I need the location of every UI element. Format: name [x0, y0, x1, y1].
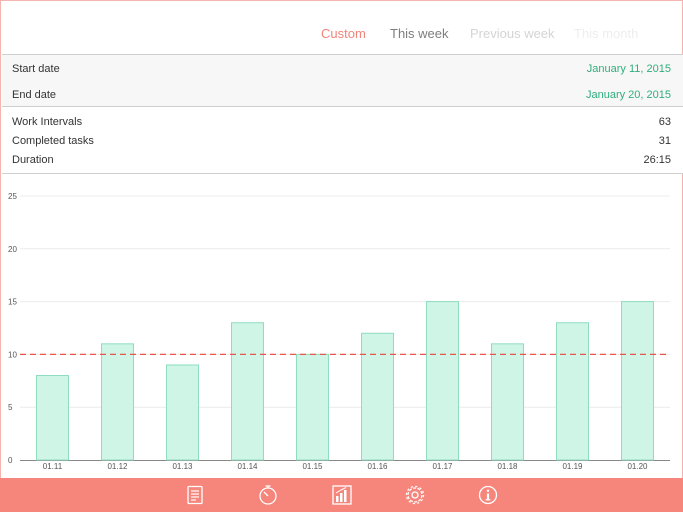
x-tick-label: 01.17: [432, 462, 453, 471]
x-tick-label: 01.11: [43, 462, 63, 471]
bar: [426, 301, 459, 461]
tab-this-week[interactable]: This week: [390, 26, 449, 41]
work-intervals-label: Work Intervals: [12, 116, 83, 128]
y-tick-label: 5: [8, 403, 13, 412]
bar: [296, 353, 329, 461]
timer-icon[interactable]: [257, 484, 279, 506]
info-icon[interactable]: [477, 484, 499, 506]
x-tick-label: 01.20: [627, 462, 648, 471]
list-icon[interactable]: [184, 484, 206, 506]
bar: [101, 343, 134, 461]
daily-intervals-chart: 0 5 10 15 20 25 01.11 01.12 01.13 01.14 01.15 01.16…: [2, 175, 683, 479]
duration-row: Duration 26:15: [12, 154, 671, 170]
period-tabs: Custom This week Previous week This mont…: [1, 1, 683, 55]
x-tick-label: 01.18: [497, 462, 518, 471]
bar-chart-svg: 0 5 10 15 20 25 01.11 01.12 01.13 01.14 01.15 01.16…: [8, 192, 670, 471]
completed-tasks-label: Completed tasks: [12, 135, 94, 147]
y-tick-label: 20: [8, 245, 17, 254]
completed-tasks-value: 31: [658, 135, 671, 147]
end-date-value[interactable]: January 20, 2015: [585, 89, 671, 101]
start-date-value[interactable]: January 11, 2015: [586, 63, 671, 75]
tab-custom[interactable]: Custom: [321, 26, 366, 41]
tab-previous-week[interactable]: Previous week: [470, 26, 555, 41]
x-tick-label: 01.13: [172, 462, 193, 471]
bar: [166, 364, 199, 461]
y-tick-label: 10: [8, 350, 17, 359]
x-tick-label: 01.15: [302, 462, 323, 471]
bar: [231, 322, 264, 461]
summary-stats: Work Intervals 63 Completed tasks 31 Dur…: [2, 107, 683, 174]
tab-this-month[interactable]: This month: [574, 26, 639, 41]
start-date-row[interactable]: Start date January 11, 2015: [12, 63, 671, 79]
start-date-label: Start date: [12, 63, 60, 75]
y-tick-label: 0: [8, 456, 13, 465]
bar: [361, 332, 394, 461]
bar: [491, 343, 524, 461]
duration-value: 26:15: [643, 154, 671, 166]
bar: [621, 301, 654, 461]
completed-tasks-row: Completed tasks 31: [12, 135, 671, 151]
end-date-row[interactable]: End date January 20, 2015: [12, 89, 671, 105]
y-tick-label: 15: [8, 298, 17, 307]
bar: [36, 375, 69, 461]
y-tick-label: 25: [8, 192, 17, 201]
date-range-panel: Start date January 11, 2015 End date Jan…: [2, 54, 683, 107]
bottom-nav: [0, 478, 683, 512]
x-tick-label: 01.12: [107, 462, 128, 471]
duration-label: Duration: [12, 154, 54, 166]
x-tick-label: 01.16: [367, 462, 388, 471]
work-intervals-value: 63: [658, 116, 671, 128]
x-tick-label: 01.14: [237, 462, 258, 471]
work-intervals-row: Work Intervals 63: [12, 116, 671, 132]
settings-icon[interactable]: [404, 484, 426, 506]
bar: [556, 322, 589, 461]
stats-icon[interactable]: [331, 484, 353, 506]
end-date-label: End date: [12, 89, 57, 101]
x-tick-label: 01.19: [562, 462, 583, 471]
